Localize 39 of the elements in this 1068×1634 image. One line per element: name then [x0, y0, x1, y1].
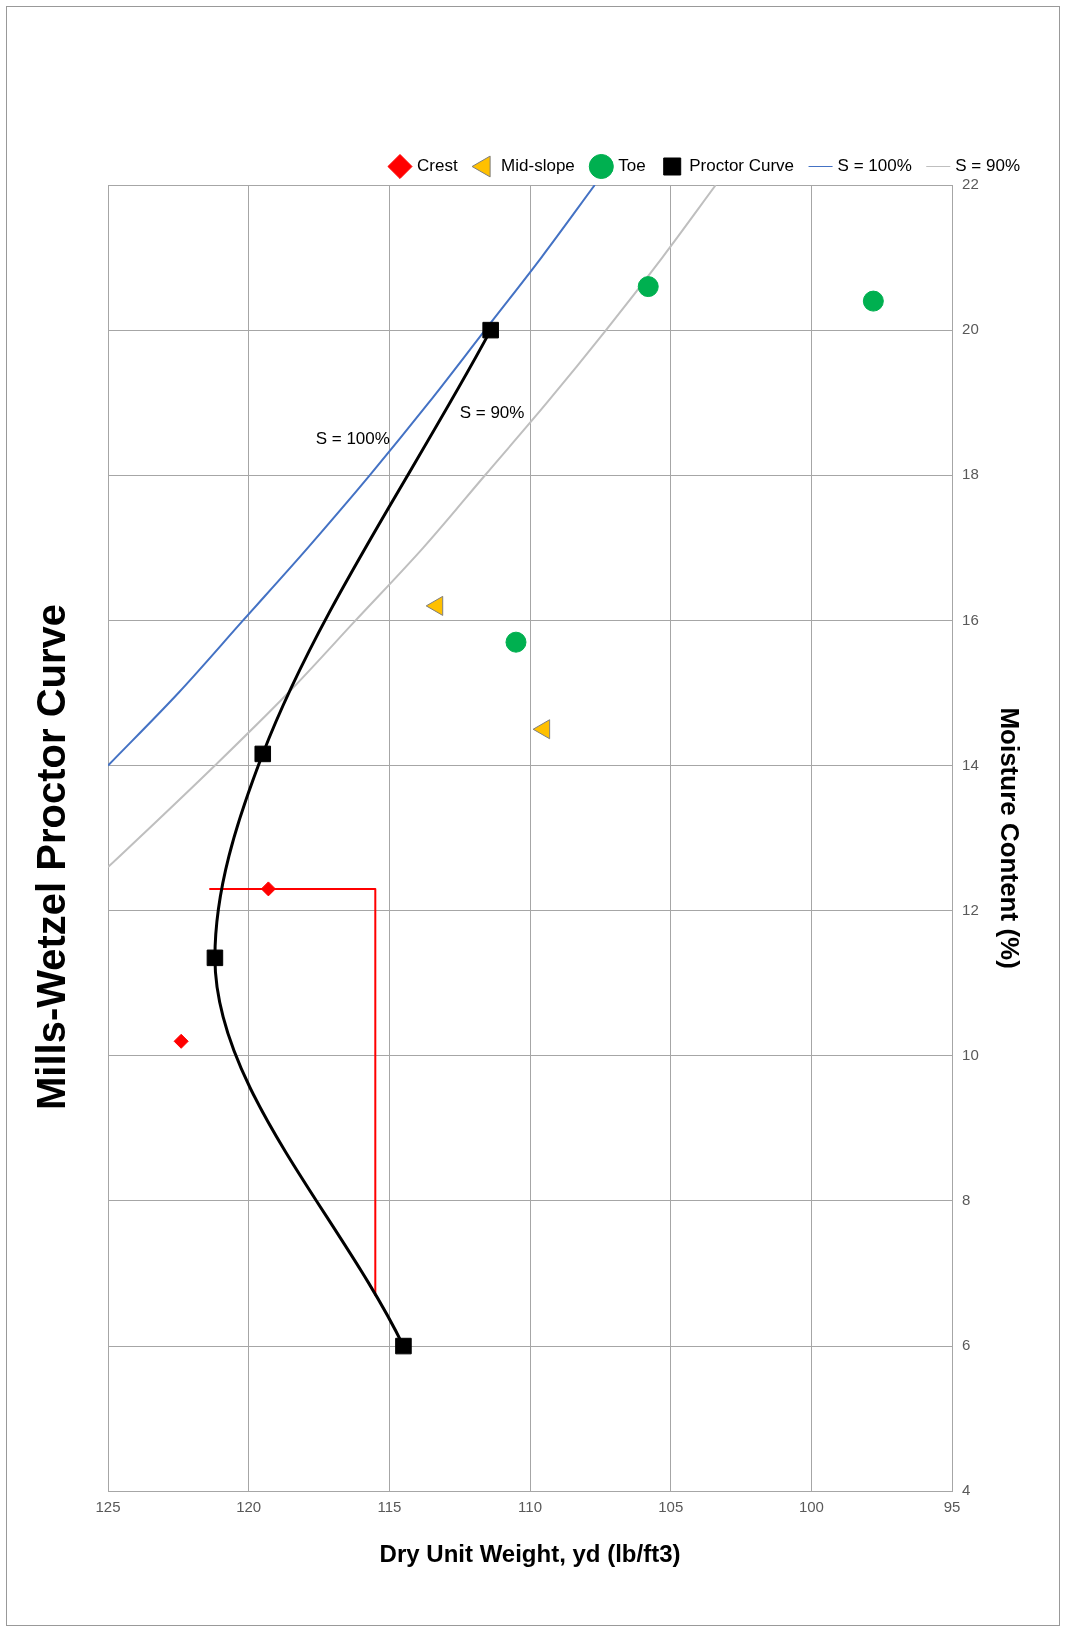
x-tick-label: 125 [95, 1498, 121, 1516]
point [254, 745, 272, 763]
point [260, 881, 276, 897]
y-tick-label: 20 [962, 320, 979, 338]
y-axis-title: Moisture Content (%) [995, 707, 1026, 969]
y-tick-label: 18 [962, 465, 979, 483]
point [637, 276, 659, 298]
legend-label: Mid-slope [501, 156, 575, 176]
legend-label: Toe [618, 156, 646, 176]
y-tick-label: 12 [962, 900, 979, 918]
x-tick-label: 105 [658, 1498, 684, 1516]
y-tick-label: 4 [962, 1481, 971, 1499]
y-tick-label: 16 [962, 610, 979, 628]
y-tick-label: 22 [962, 175, 979, 193]
x-tick-label: 120 [236, 1498, 262, 1516]
point [482, 321, 499, 339]
x-tick-label: 110 [518, 1498, 543, 1516]
y-tick-label: 8 [962, 1191, 971, 1209]
line-series [108, 185, 717, 869]
point [505, 631, 527, 653]
annotation: S = 90% [459, 403, 525, 423]
text: Mills-Wetzel Proctor Curve [29, 603, 74, 1111]
x-tick-label: 115 [377, 1498, 402, 1516]
point [173, 1033, 189, 1049]
point [862, 290, 884, 312]
x-tick-label: 95 [943, 1498, 961, 1516]
x-tick-label: 100 [798, 1498, 824, 1516]
point [206, 949, 224, 967]
legend-label: S = 90% [955, 156, 1021, 176]
legend-label: Proctor Curve [689, 156, 795, 176]
y-tick-label: 14 [962, 755, 979, 773]
annotation: S = 100% [315, 429, 390, 449]
legend-label: S = 100% [837, 156, 912, 176]
line-series [108, 185, 596, 767]
legend-label: Crest [416, 156, 458, 176]
y-tick-label: 10 [962, 1045, 979, 1063]
point [395, 1337, 412, 1355]
y-tick-label: 6 [962, 1336, 971, 1354]
x-axis-title: Dry Unit Weight, yd (lb/ft3) [379, 1540, 681, 1568]
